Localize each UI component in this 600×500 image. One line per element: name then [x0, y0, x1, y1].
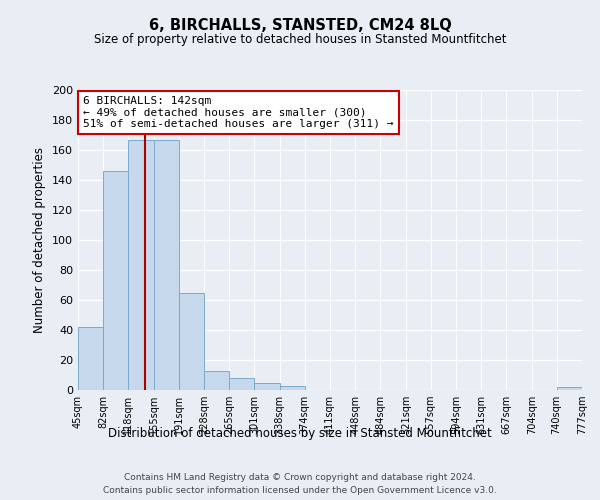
- Bar: [280, 386, 305, 390]
- Text: Distribution of detached houses by size in Stansted Mountfitchet: Distribution of detached houses by size …: [108, 428, 492, 440]
- Text: Contains public sector information licensed under the Open Government Licence v3: Contains public sector information licen…: [103, 486, 497, 495]
- Bar: [254, 382, 280, 390]
- Bar: [204, 370, 229, 390]
- Y-axis label: Number of detached properties: Number of detached properties: [34, 147, 46, 333]
- Bar: [557, 387, 582, 390]
- Text: Contains HM Land Registry data © Crown copyright and database right 2024.: Contains HM Land Registry data © Crown c…: [124, 472, 476, 482]
- Text: 6, BIRCHALLS, STANSTED, CM24 8LQ: 6, BIRCHALLS, STANSTED, CM24 8LQ: [149, 18, 451, 32]
- Text: 6 BIRCHALLS: 142sqm
← 49% of detached houses are smaller (300)
51% of semi-detac: 6 BIRCHALLS: 142sqm ← 49% of detached ho…: [83, 96, 394, 129]
- Bar: [103, 171, 128, 390]
- Bar: [229, 378, 254, 390]
- Bar: [154, 140, 179, 390]
- Text: Size of property relative to detached houses in Stansted Mountfitchet: Size of property relative to detached ho…: [94, 32, 506, 46]
- Bar: [128, 140, 154, 390]
- Bar: [179, 292, 204, 390]
- Bar: [78, 327, 103, 390]
